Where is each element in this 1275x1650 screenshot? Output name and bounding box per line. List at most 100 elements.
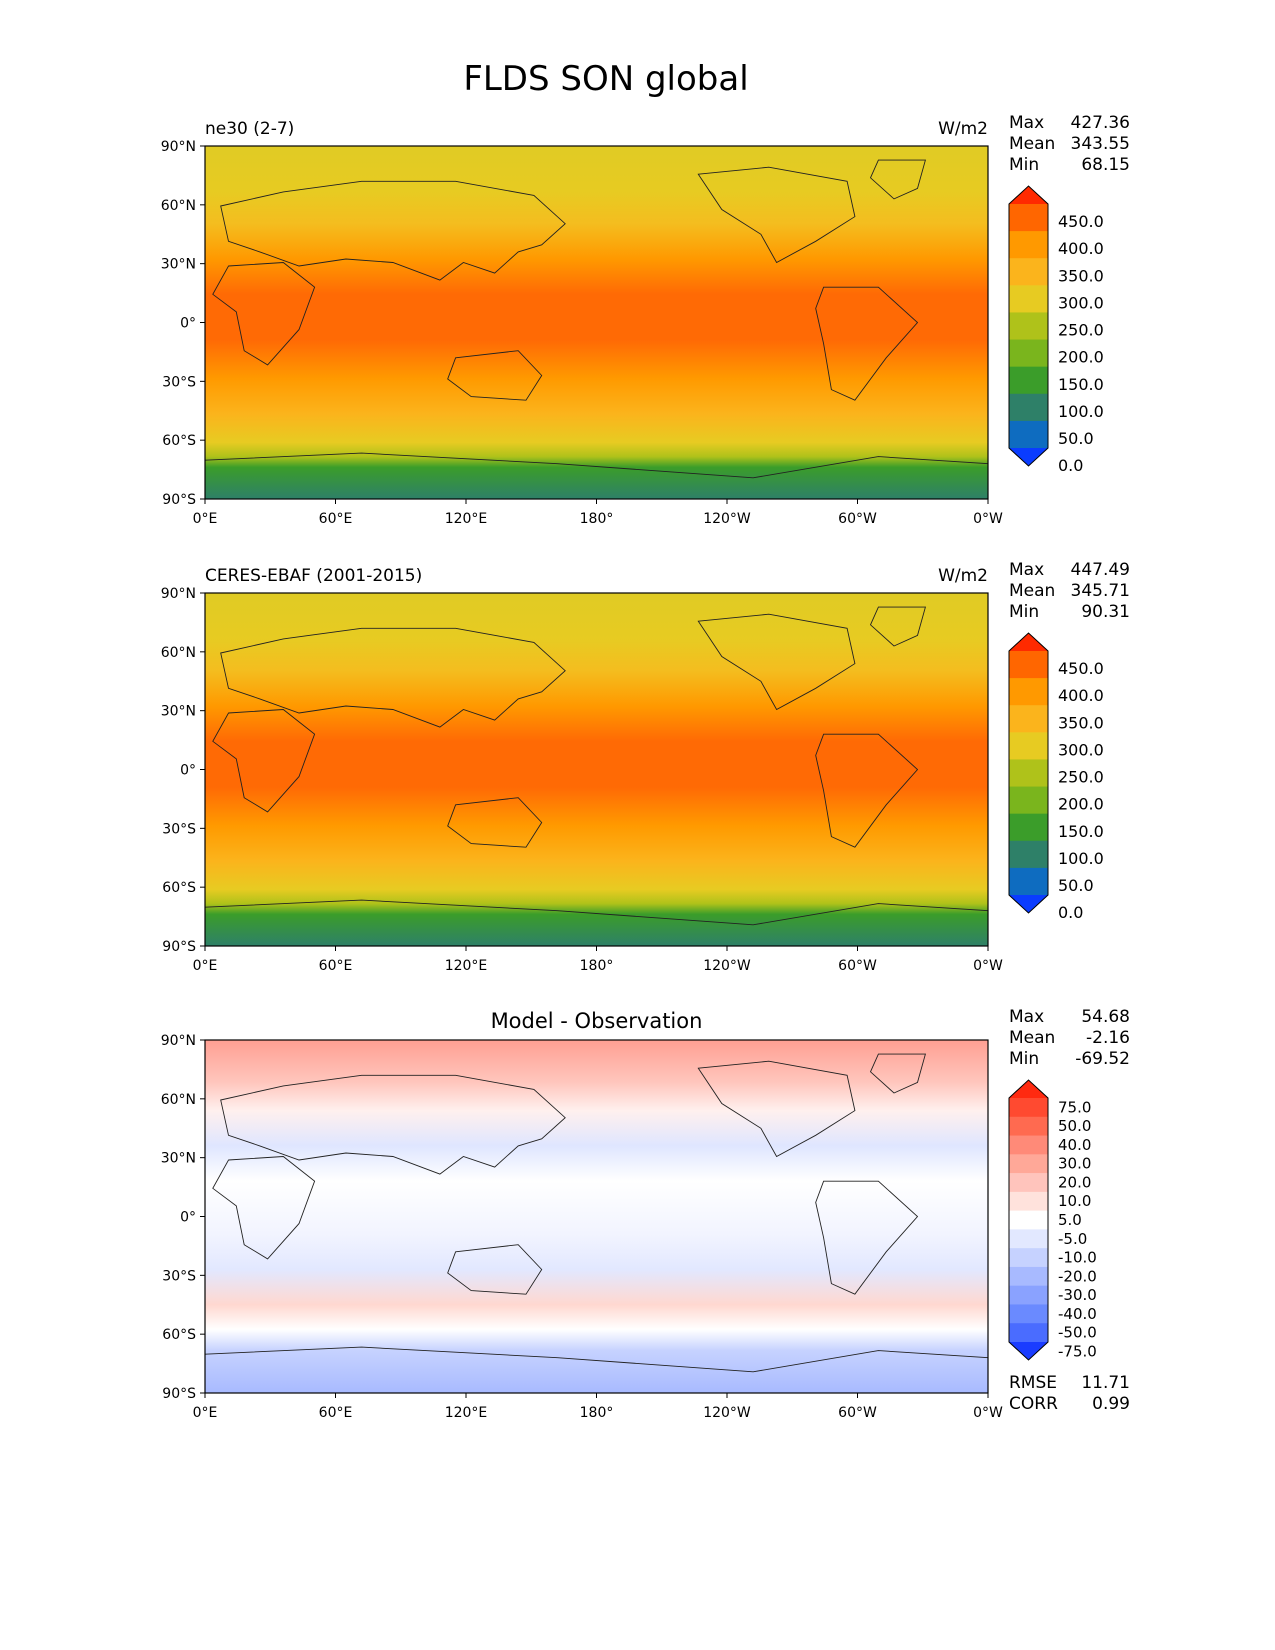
x-tick-label: 120°E bbox=[445, 1405, 488, 1421]
stat-value: 343.55 bbox=[1071, 134, 1130, 154]
x-tick-label: 60°W bbox=[838, 511, 877, 527]
colorbar: 450.0 400.0 350.0 300.0 250.0 200.0 150.0 100.0… bbox=[1008, 185, 1104, 475]
colorbar-label: 300.0 bbox=[1058, 740, 1104, 759]
colorbar-segment bbox=[1009, 732, 1048, 760]
coastline-0 bbox=[220, 1074, 566, 1175]
colorbar-segment bbox=[1009, 1266, 1048, 1287]
colorbar-segment bbox=[1009, 1098, 1048, 1118]
footer-stat-label: RMSE bbox=[1009, 1373, 1057, 1393]
y-tick-label: 90°N bbox=[161, 586, 196, 602]
colorbar-segment bbox=[1009, 366, 1048, 395]
colorbar-extend-top bbox=[1009, 186, 1048, 204]
y-tick-label: 90°N bbox=[161, 139, 196, 155]
footer-stat-value: 0.99 bbox=[1092, 1394, 1130, 1414]
colorbar-segment bbox=[1009, 759, 1048, 788]
colorbar-label: 250.0 bbox=[1058, 768, 1104, 787]
coastline-4 bbox=[815, 733, 919, 848]
y-tick-label: 0° bbox=[180, 763, 196, 779]
colorbar-segment bbox=[1009, 339, 1048, 368]
colorbar-label: -10.0 bbox=[1058, 1249, 1097, 1267]
footer-stat-label: CORR bbox=[1009, 1394, 1058, 1414]
coastline-4 bbox=[815, 1180, 919, 1295]
colorbar-outline bbox=[1008, 1079, 1049, 1361]
x-tick-label: 180° bbox=[580, 511, 614, 527]
colorbar-label: 350.0 bbox=[1058, 266, 1104, 285]
colorbar-label: 400.0 bbox=[1058, 686, 1104, 705]
y-tick-label: 60°N bbox=[161, 645, 196, 661]
coastline-5 bbox=[869, 159, 926, 200]
colorbar-segment bbox=[1009, 1173, 1048, 1193]
x-tick-label: 60°W bbox=[838, 1405, 877, 1421]
stat-value: 345.71 bbox=[1071, 581, 1130, 601]
x-tick-label: 0°W bbox=[973, 958, 1003, 974]
coastline-0 bbox=[220, 627, 566, 728]
panel-units: W/m2 bbox=[938, 119, 988, 139]
y-tick-label: 30°S bbox=[162, 374, 196, 390]
y-tick-label: 60°S bbox=[162, 880, 196, 896]
coastline-3 bbox=[697, 1060, 856, 1158]
y-tick-label: 30°N bbox=[161, 257, 196, 273]
colorbar-segment bbox=[1009, 867, 1048, 896]
y-tick-label: 0° bbox=[180, 316, 196, 332]
colorbar-label: -30.0 bbox=[1058, 1286, 1097, 1304]
colorbar-segment bbox=[1009, 1191, 1048, 1212]
panel-left-title: ne30 (2-7) bbox=[205, 119, 294, 139]
colorbar-label: 30.0 bbox=[1058, 1155, 1091, 1173]
x-tick-label: 0°E bbox=[193, 1405, 218, 1421]
y-tick-label: 90°S bbox=[162, 1386, 196, 1402]
y-tick-label: 60°N bbox=[161, 1092, 196, 1108]
stat-label: Min bbox=[1009, 155, 1039, 175]
x-tick-label: 120°W bbox=[703, 958, 751, 974]
stat-value: -2.16 bbox=[1086, 1028, 1130, 1048]
colorbar-label: 40.0 bbox=[1058, 1136, 1091, 1154]
colorbar-label: 200.0 bbox=[1058, 795, 1104, 814]
y-tick-label: 90°N bbox=[161, 1033, 196, 1049]
y-tick-label: 30°S bbox=[162, 1268, 196, 1284]
colorbar-label: 10.0 bbox=[1058, 1192, 1091, 1210]
stat-value: 427.36 bbox=[1071, 113, 1130, 133]
colorbar-segment bbox=[1009, 204, 1048, 232]
y-tick-label: 30°N bbox=[161, 704, 196, 720]
panel-units: W/m2 bbox=[938, 566, 988, 586]
colorbar-label: 0.0 bbox=[1058, 903, 1083, 922]
x-tick-label: 60°E bbox=[319, 1405, 353, 1421]
colorbar: 75.050.040.030.020.010.05.0-5.0-10.0-20.… bbox=[1008, 1079, 1097, 1361]
y-tick-label: 60°S bbox=[162, 1327, 196, 1343]
colorbar-label: 150.0 bbox=[1058, 375, 1104, 394]
colorbar-label: 0.0 bbox=[1058, 456, 1083, 475]
colorbar-segment bbox=[1009, 285, 1048, 313]
map-field bbox=[205, 1040, 988, 1393]
colorbar-label: 150.0 bbox=[1058, 822, 1104, 841]
colorbar-segment bbox=[1009, 840, 1048, 869]
colorbar-segment bbox=[1009, 312, 1048, 341]
x-tick-label: 0°W bbox=[973, 511, 1003, 527]
x-tick-label: 0°E bbox=[193, 958, 218, 974]
x-tick-label: 120°W bbox=[703, 1405, 751, 1421]
map-field bbox=[205, 593, 988, 946]
x-tick-label: 120°E bbox=[445, 511, 488, 527]
colorbar-label: 450.0 bbox=[1058, 659, 1104, 678]
colorbar-extend-top bbox=[1009, 633, 1048, 651]
colorbar-label: 50.0 bbox=[1058, 876, 1094, 895]
y-tick-label: 60°N bbox=[161, 198, 196, 214]
figure-title: FLDS SON global bbox=[463, 59, 748, 99]
x-tick-label: 60°E bbox=[319, 958, 353, 974]
colorbar-label: 5.0 bbox=[1058, 1211, 1082, 1229]
colorbar-segment bbox=[1009, 678, 1048, 706]
y-tick-label: 0° bbox=[180, 1210, 196, 1226]
colorbar-segment bbox=[1009, 1154, 1048, 1174]
coastline-0 bbox=[220, 180, 566, 281]
map-field bbox=[205, 146, 988, 499]
colorbar-segment bbox=[1009, 1210, 1048, 1230]
colorbar-extend-top bbox=[1009, 1080, 1048, 1098]
colorbar-label: 50.0 bbox=[1058, 429, 1094, 448]
stat-label: Min bbox=[1009, 1049, 1039, 1069]
colorbar-segment bbox=[1009, 1116, 1048, 1137]
coastline-1 bbox=[212, 262, 316, 366]
colorbar-label: -75.0 bbox=[1058, 1342, 1097, 1360]
colorbar-label: 350.0 bbox=[1058, 713, 1104, 732]
colorbar-segment bbox=[1009, 651, 1048, 679]
colorbar-label: -40.0 bbox=[1058, 1305, 1097, 1323]
colorbar-segment bbox=[1009, 1248, 1048, 1268]
